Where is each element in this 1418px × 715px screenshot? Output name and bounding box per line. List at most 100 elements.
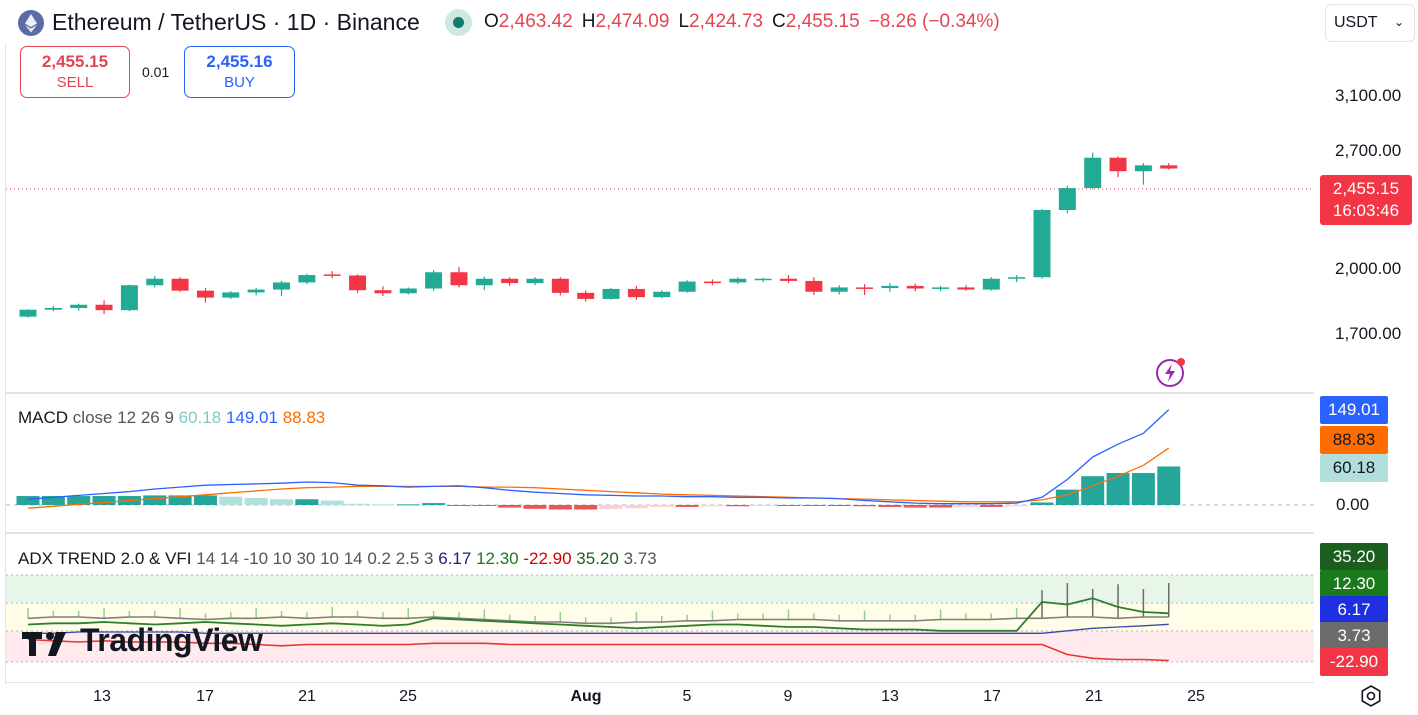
candle-body xyxy=(1160,165,1178,169)
price-pane xyxy=(6,152,1314,318)
macd-pane xyxy=(6,409,1314,510)
macd-histogram-bar xyxy=(244,497,268,505)
candle-body xyxy=(196,290,214,298)
candle-body xyxy=(526,278,544,284)
adx-tag-4: 35.20 xyxy=(1320,543,1388,571)
macd-line-value: 149.01 xyxy=(225,408,278,427)
adx-blue-line xyxy=(28,623,1169,634)
macd-histogram-bar xyxy=(1106,473,1130,505)
pane-divider[interactable] xyxy=(6,392,1314,394)
candle-body xyxy=(577,292,595,299)
price-tick-label: 2,000.00 xyxy=(1335,259,1402,278)
macd-histogram-bar xyxy=(700,505,724,507)
candle-body xyxy=(349,275,367,291)
candle-body xyxy=(856,287,874,289)
symbol-title[interactable]: Ethereum / TetherUS · 1D · Binance xyxy=(52,9,420,35)
buy-label: BUY xyxy=(224,74,255,91)
candle-body xyxy=(653,291,671,298)
time-tick-label: Aug xyxy=(570,688,602,705)
sell-button[interactable]: 2,455.15 SELL xyxy=(20,46,130,98)
pane-divider[interactable] xyxy=(6,532,1314,534)
macd-histogram-bar xyxy=(1081,476,1105,505)
price-tick-label: 1,700.00 xyxy=(1335,324,1402,343)
time-tick-label: 17 xyxy=(196,688,214,705)
candle-body xyxy=(805,280,823,292)
buy-button[interactable]: 2,455.16 BUY xyxy=(184,46,295,98)
open-label: O xyxy=(484,11,499,32)
candle-body xyxy=(1084,157,1102,189)
candle-body xyxy=(44,308,62,310)
macd-histogram-bar xyxy=(346,503,370,505)
candle-body xyxy=(957,287,975,290)
adx-value-5: 3.73 xyxy=(623,549,657,568)
candle-body xyxy=(399,288,417,294)
candle-body xyxy=(1109,157,1127,172)
macd-histogram-bar xyxy=(1005,505,1029,507)
market-open-status-icon[interactable] xyxy=(445,9,472,36)
macd-histogram-bar xyxy=(295,499,319,505)
adx-red-line xyxy=(27,638,1169,662)
candle-body xyxy=(247,289,265,293)
adx-value-3: -22.90 xyxy=(523,549,572,568)
chart-left-border xyxy=(5,44,6,684)
chart-header: Ethereum / TetherUS · 1D · Binance O2,46… xyxy=(0,0,1418,44)
candle-body xyxy=(602,288,620,299)
candle-body xyxy=(171,278,189,291)
macd-histogram-bar xyxy=(548,505,572,510)
candle-body xyxy=(932,287,950,289)
adx-legend[interactable]: ADX TREND 2.0 & VFI 14 14 -10 10 30 10 1… xyxy=(18,549,657,569)
macd-histogram-bar xyxy=(498,505,522,508)
macd-histogram-bar xyxy=(954,505,978,507)
time-tick-label: 21 xyxy=(1085,688,1103,705)
macd-histogram-bar xyxy=(827,505,851,506)
candle-body xyxy=(120,285,138,311)
candle-body xyxy=(906,285,924,289)
macd-legend[interactable]: MACD close 12 26 9 60.18 149.01 88.83 xyxy=(18,408,325,428)
candle-body xyxy=(1033,210,1051,278)
low-label: L xyxy=(678,11,690,32)
candle-body xyxy=(323,274,341,276)
candle-body xyxy=(1008,277,1026,279)
macd-params: close 12 26 9 xyxy=(72,408,174,427)
flash-alert-icon[interactable] xyxy=(1155,356,1187,388)
adx-pane xyxy=(6,574,1314,663)
settings-gear-icon[interactable] xyxy=(1360,685,1382,707)
adx-name: ADX TREND 2.0 & VFI xyxy=(18,549,192,568)
adx-tag-2: 12.30 xyxy=(1320,570,1388,598)
adx-band-weak xyxy=(6,631,1314,662)
macd-histogram-bar xyxy=(650,505,674,507)
macd-histogram-bar xyxy=(41,496,65,505)
adx-tag-3: -22.90 xyxy=(1320,648,1388,676)
candle-body xyxy=(1134,165,1152,172)
macd-histogram-bar xyxy=(1131,473,1155,505)
macd-histogram-bar xyxy=(777,505,800,506)
time-tick-label: 25 xyxy=(1187,688,1205,705)
macd-histogram-bar xyxy=(396,504,420,506)
macd-histogram-bar xyxy=(624,505,648,509)
candle-body xyxy=(729,278,747,283)
macd-histogram-bar xyxy=(979,505,1003,507)
last-price-tag: 2,455.15 16:03:46 xyxy=(1320,175,1412,225)
macd-line-tag: 149.01 xyxy=(1320,396,1388,424)
sell-label: SELL xyxy=(56,74,94,91)
time-tick-label: 25 xyxy=(399,688,417,705)
time-tick-label: 13 xyxy=(93,688,111,705)
macd-histogram-bar xyxy=(67,496,91,505)
open-value: 2,463.42 xyxy=(498,11,573,32)
macd-histogram-value: 60.18 xyxy=(178,408,222,427)
currency-selector[interactable]: USDT ⌄ xyxy=(1325,4,1415,42)
price-tick-label: 2,700.00 xyxy=(1335,141,1402,160)
time-axis-divider xyxy=(6,682,1314,683)
spread-value: 0.01 xyxy=(142,64,170,80)
close-label: C xyxy=(772,11,786,32)
tradingview-logo-icon xyxy=(22,632,66,656)
candle-body xyxy=(780,278,797,281)
macd-histogram-tag: 60.18 xyxy=(1320,454,1388,482)
macd-signal-line xyxy=(27,447,1170,509)
candle-body xyxy=(70,304,88,308)
macd-histogram-bar xyxy=(1030,502,1054,505)
candle-body xyxy=(374,290,392,294)
low-value: 2,424.73 xyxy=(689,11,763,32)
macd-histogram-bar xyxy=(1157,466,1181,505)
